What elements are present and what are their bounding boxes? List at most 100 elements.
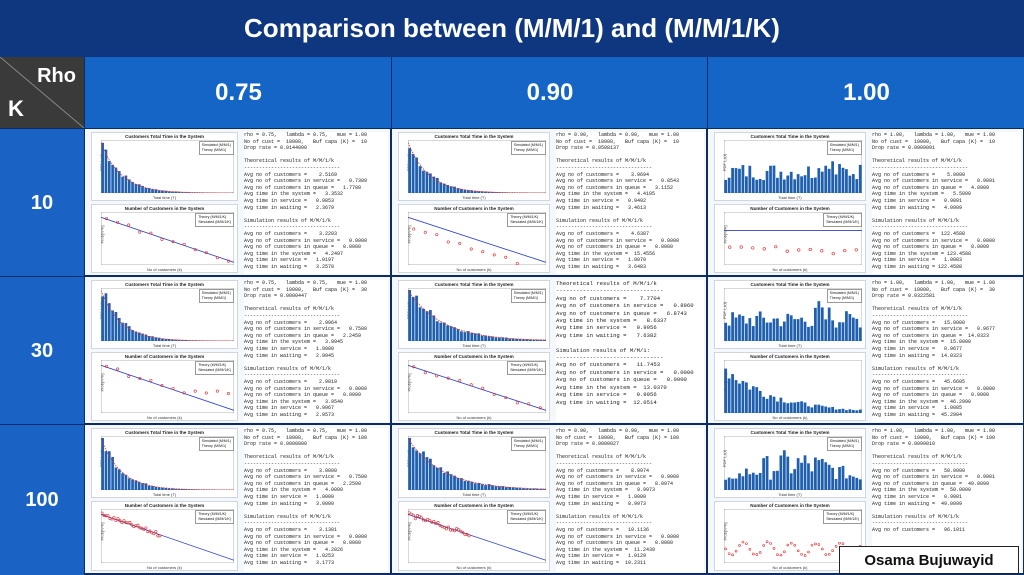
histogram-bar xyxy=(439,182,442,193)
simulated-point xyxy=(459,379,461,381)
axes-box xyxy=(724,360,862,413)
histogram-bar xyxy=(797,174,800,193)
count-xlabel: No of customers (k) xyxy=(715,267,865,272)
histogram-bar xyxy=(422,309,425,341)
count-legend: Theory (M/M/1/K)Simulated (M/M/1/K) xyxy=(823,213,862,227)
histogram-bar xyxy=(412,447,415,490)
simulated-point xyxy=(437,521,439,523)
histogram-bar xyxy=(484,336,487,341)
histogram-bar xyxy=(408,438,411,490)
histogram-bar xyxy=(415,451,418,490)
histogram-bar xyxy=(470,333,473,341)
stats-text: rho = 1.00, lambda = 1.00, mue = 1.00 No… xyxy=(872,280,1021,422)
count-xlabel: No of customers (k) xyxy=(399,565,549,570)
histogram-bar xyxy=(842,322,845,341)
simulated-point xyxy=(735,550,737,552)
histogram-bar xyxy=(464,190,467,193)
simulated-point xyxy=(759,551,761,553)
legend-simulated-k: Simulated (M/M/1/K) xyxy=(198,220,231,225)
histogram-bar xyxy=(439,467,442,490)
histogram-bar xyxy=(460,331,463,341)
legend-theory: Theory (M/M/1) xyxy=(514,148,543,153)
histogram-bar xyxy=(807,166,810,193)
count-plot: Number of Customers in the SystemProb[N=… xyxy=(714,352,866,421)
histogram-bar xyxy=(738,169,741,193)
histogram-bar xyxy=(821,406,824,413)
histogram-xlabel: Total time (T) xyxy=(715,343,865,348)
simulated-point xyxy=(739,544,741,546)
row-header-k-30: 30 xyxy=(0,276,84,425)
histogram-legend: Simulated (M/M/1)Theory (M/M/1) xyxy=(511,437,546,451)
simulated-point xyxy=(843,249,846,252)
stats-text: rho = 0.75, lambda = 0.75, mue = 1.00 No… xyxy=(244,280,388,422)
histogram-bar xyxy=(488,336,491,341)
simulated-point xyxy=(424,372,426,374)
histogram-bar xyxy=(855,410,858,413)
histogram-bar xyxy=(477,483,480,490)
histogram-bar xyxy=(849,475,852,490)
simulated-point xyxy=(101,512,103,514)
count-title: Number of Customers in the System xyxy=(715,503,865,508)
histogram-bar xyxy=(436,468,439,490)
histogram-bar xyxy=(773,166,776,193)
histogram-title: Customers Total Time in the System xyxy=(399,282,549,287)
col-header-rho-0-75: 0.75 xyxy=(84,57,392,128)
histogram-bar xyxy=(811,407,814,413)
col-header-rho-0-90: 0.90 xyxy=(391,57,708,128)
histogram-bar xyxy=(842,409,845,413)
simulated-point xyxy=(763,248,766,251)
simulated-point xyxy=(820,249,823,252)
simulated-point xyxy=(459,242,461,244)
histogram-bar xyxy=(762,180,765,193)
histogram-bar xyxy=(443,473,446,490)
simulated-point xyxy=(117,517,119,519)
histogram-bar xyxy=(745,382,748,413)
simulated-point xyxy=(808,551,810,553)
histogram-bar xyxy=(426,311,429,341)
histogram-bar xyxy=(831,320,834,341)
histogram-bar xyxy=(786,175,789,193)
histogram-bar xyxy=(790,403,793,413)
histogram-bar xyxy=(800,318,803,341)
histogram-bar xyxy=(115,312,118,341)
histogram-bar xyxy=(408,148,411,193)
histogram-bar xyxy=(495,486,498,490)
histogram-title: Customers Total Time in the System xyxy=(399,134,549,139)
histogram-bar xyxy=(508,339,511,341)
simulated-point xyxy=(855,249,858,252)
histogram-bar xyxy=(804,403,807,413)
histogram-bar xyxy=(457,329,460,341)
histogram-bar xyxy=(776,318,779,341)
histogram-bar xyxy=(131,330,134,341)
histogram-bar xyxy=(481,336,484,341)
histogram-bar xyxy=(855,478,858,490)
slide-title: Comparison between (M/M/1) and (M/M/1/K) xyxy=(0,0,1024,57)
histogram-bar xyxy=(498,486,501,490)
simulated-point xyxy=(725,548,727,550)
count-legend: Theory (M/M/1/K)Simulated (M/M/1/K) xyxy=(507,510,546,524)
simulated-point xyxy=(751,247,754,250)
histogram-bar xyxy=(783,450,786,490)
histogram-title: Customers Total Time in the System xyxy=(92,134,237,139)
histogram-bar xyxy=(505,487,508,490)
histogram-bar xyxy=(783,322,786,341)
simulated-point xyxy=(832,550,834,552)
count-title: Number of Customers in the System xyxy=(92,206,237,211)
count-title: Number of Customers in the System xyxy=(399,354,549,359)
histogram-bar xyxy=(762,318,765,341)
histogram-bar xyxy=(118,318,121,341)
simulated-point xyxy=(205,392,207,394)
histogram-bar xyxy=(759,391,762,413)
simulated-point xyxy=(797,550,799,552)
histogram-bar xyxy=(128,179,131,193)
legend-theory: Theory (M/M/1) xyxy=(202,444,231,449)
histogram-xlabel: Total time (T) xyxy=(399,492,549,497)
legend-theory: Theory (M/M/1) xyxy=(514,444,543,449)
histogram-bar xyxy=(131,479,134,490)
histogram-bar xyxy=(111,165,114,193)
histogram-bar xyxy=(446,325,449,341)
